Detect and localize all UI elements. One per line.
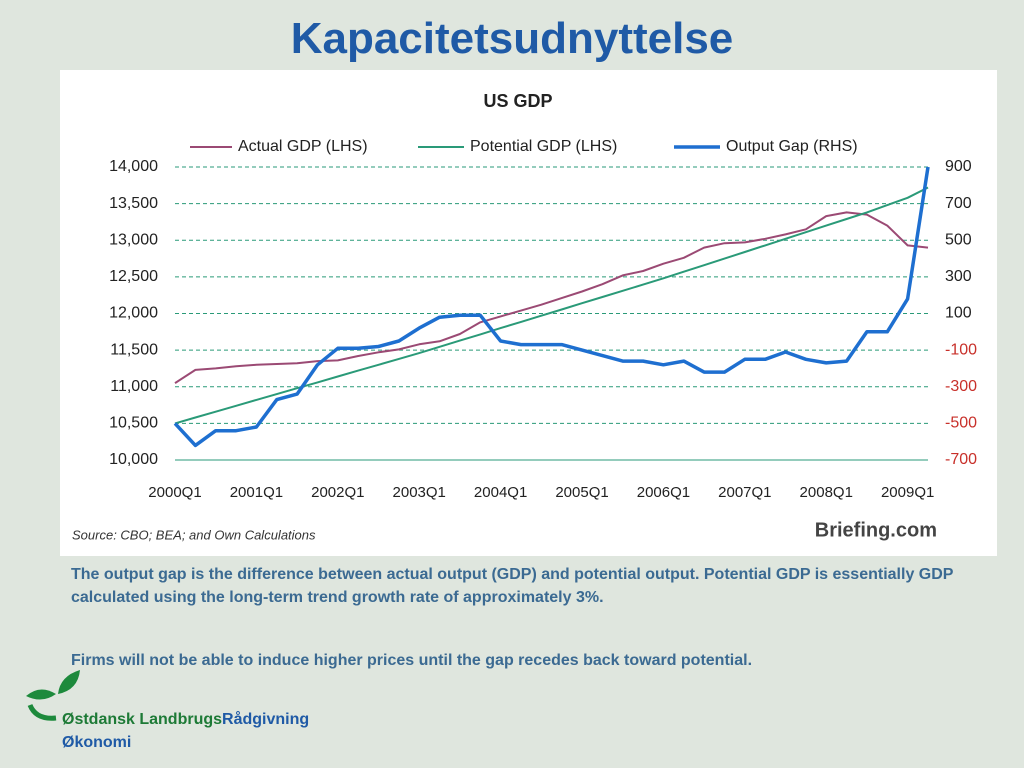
paragraph: The output gap is the difference between…: [71, 566, 954, 606]
y2-tick-label: 900: [945, 158, 972, 175]
logo-text: Østdansk LandbrugsRådgivning Økonomi: [62, 708, 309, 754]
y-tick-label: 10,500: [109, 415, 158, 432]
y-tick-label: 11,500: [110, 341, 158, 358]
x-tick-label: 2009Q1: [881, 484, 934, 501]
x-tick-label: 2004Q1: [474, 484, 527, 501]
y-tick-label: 13,000: [109, 231, 158, 248]
x-tick-label: 2000Q1: [148, 484, 201, 501]
y-tick-label: 14,000: [109, 158, 158, 175]
y2-tick-label: -700: [945, 451, 977, 468]
series-line: [174, 211, 929, 384]
x-tick-label: 2002Q1: [311, 484, 364, 501]
y2-tick-label: 300: [945, 268, 972, 285]
y-tick-label: 11,000: [110, 378, 158, 395]
x-tick-label: 2006Q1: [637, 484, 690, 501]
x-tick-label: 2007Q1: [718, 484, 771, 501]
y-tick-label: 12,000: [109, 305, 158, 322]
legend-label: Actual GDP (LHS): [238, 138, 368, 155]
logo-name: Østdansk Landbrugs: [62, 711, 223, 728]
slide-title: Kapacitetsudnyttelse: [290, 14, 734, 63]
y2-tick-label: -100: [945, 341, 977, 358]
legend-label: Output Gap (RHS): [726, 138, 858, 155]
x-tick-label: 2008Q1: [800, 484, 853, 501]
series-line: [173, 166, 930, 448]
y-tick-label: 13,500: [109, 195, 158, 212]
x-tick-label: 2003Q1: [393, 484, 446, 501]
y2-tick-label: 100: [945, 305, 972, 322]
y2-tick-label: 700: [945, 195, 972, 212]
chart-title: US GDP: [483, 91, 552, 111]
y-tick-label: 10,000: [109, 451, 158, 468]
y2-tick-label: -500: [945, 415, 977, 432]
logo-name: Rådgivning: [222, 711, 310, 728]
x-tick-label: 2005Q1: [555, 484, 608, 501]
logo-leaves: [26, 670, 80, 721]
source: Source: CBO; BEA; and Own Calculations: [72, 527, 316, 542]
y-tick-label: 12,500: [109, 268, 158, 285]
x-tick-label: 2001Q1: [230, 484, 283, 501]
y2-tick-label: 500: [945, 231, 972, 248]
logo-sub: Økonomi: [62, 734, 132, 751]
y2-tick-label: -300: [945, 378, 977, 395]
legend-label: Potential GDP (LHS): [470, 138, 617, 155]
credit: Briefing.com: [815, 519, 937, 541]
paragraph: Firms will not be able to induce higher …: [71, 652, 753, 669]
